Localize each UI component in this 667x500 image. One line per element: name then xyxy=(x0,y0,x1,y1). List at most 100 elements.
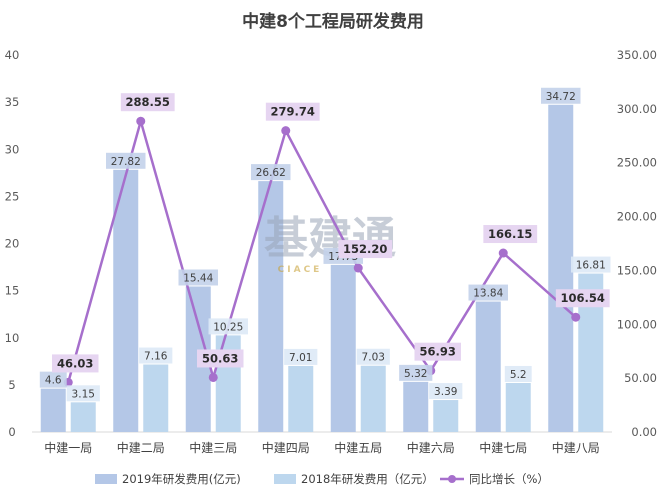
left-y-tick-label: 25 xyxy=(5,189,20,203)
bar xyxy=(113,169,139,432)
x-category-label: 中建二局 xyxy=(117,440,165,455)
growth-point xyxy=(208,372,218,382)
line-data-label: 46.03 xyxy=(57,356,93,370)
bar-data-label-box xyxy=(399,364,433,381)
right-y-tick-label: 350.00 xyxy=(617,48,657,62)
right-y-tick-label: 300.00 xyxy=(617,102,657,116)
bar xyxy=(475,301,501,432)
line-data-label: 106.54 xyxy=(561,291,605,305)
right-y-axis: 0.00 50.00 100.00 150.00 200.00 250.00 300.00 3… xyxy=(617,48,657,439)
line-data-label: 279.74 xyxy=(271,105,315,119)
legend-marker xyxy=(448,475,456,483)
bar-data-label: 3.39 xyxy=(434,386,457,398)
bar-data-labels: 4.63.1527.827.1615.4410.2526.627.0117.73… xyxy=(39,87,611,402)
bar xyxy=(360,365,386,432)
bar-data-label: 3.15 xyxy=(72,388,95,400)
left-y-tick-label: 5 xyxy=(8,378,15,392)
bar-data-label-box xyxy=(468,284,508,301)
bar-data-label: 7.03 xyxy=(362,352,385,364)
bar xyxy=(40,388,66,432)
left-y-tick-label: 10 xyxy=(5,331,20,345)
legend-swatch xyxy=(274,474,296,484)
growth-point xyxy=(136,116,146,126)
right-y-tick-label: 200.00 xyxy=(617,210,657,224)
bar xyxy=(330,264,356,432)
x-category-label: 中建四局 xyxy=(262,440,310,455)
bar-data-label-box xyxy=(541,87,581,104)
left-y-tick-label: 20 xyxy=(5,237,20,251)
x-category-label: 中建三局 xyxy=(189,440,237,455)
bar-data-label: 10.25 xyxy=(213,321,243,333)
bar xyxy=(433,400,459,432)
line-data-label-box xyxy=(414,342,461,361)
line-data-label-box xyxy=(338,240,393,259)
right-y-tick-label: 150.00 xyxy=(617,263,657,277)
bar-data-label: 16.81 xyxy=(576,260,606,272)
left-y-tick-label: 0 xyxy=(8,425,15,439)
bars xyxy=(40,104,604,432)
bar-data-label: 15.44 xyxy=(183,272,213,284)
bar-data-label: 27.82 xyxy=(111,156,141,168)
growth-point xyxy=(281,126,291,136)
bar-data-label-box xyxy=(178,269,218,286)
legend-swatch xyxy=(95,474,117,484)
bar-data-label-box xyxy=(39,371,67,388)
bar xyxy=(258,181,284,432)
line-data-label: 152.20 xyxy=(343,242,387,256)
legend: 2019年研发费用(亿元) 2018年研发费用（亿元） 同比增长（%） xyxy=(95,472,549,486)
legend-label: 2018年研发费用（亿元） xyxy=(301,472,434,486)
line-data-label-box xyxy=(197,349,244,368)
bar xyxy=(288,365,314,432)
bar-data-label-box xyxy=(571,256,611,273)
growth-point xyxy=(571,312,581,322)
line-data-label-box xyxy=(120,93,175,112)
x-category-label: 中建一局 xyxy=(44,440,92,455)
x-category-label: 中建七局 xyxy=(479,440,527,455)
growth-point xyxy=(498,248,508,258)
line-data-label-box xyxy=(265,102,320,121)
x-axis: 中建一局 中建二局 中建三局 中建四局 中建五局 中建六局 中建七局 中建八局 xyxy=(44,440,600,455)
line-data-label: 166.15 xyxy=(488,227,532,241)
bar-data-label: 4.6 xyxy=(45,375,62,387)
bar xyxy=(505,382,531,432)
right-y-tick-label: 0.00 xyxy=(631,425,657,439)
growth-line-series xyxy=(63,116,581,387)
bar-data-label: 34.72 xyxy=(546,91,576,103)
right-y-tick-label: 250.00 xyxy=(617,156,657,170)
bar xyxy=(548,104,574,432)
x-category-label: 中建六局 xyxy=(407,440,455,455)
right-y-tick-label: 100.00 xyxy=(617,317,657,331)
legend-label: 同比增长（%） xyxy=(469,472,549,486)
bar-data-label-box xyxy=(106,152,146,169)
x-category-label: 中建五局 xyxy=(334,440,382,455)
x-category-label: 中建八局 xyxy=(552,440,600,455)
bar-data-label-box xyxy=(251,164,291,181)
line-data-labels: 46.03 288.55 50.63 279.74 152.20 56.93 166.15 1… xyxy=(52,93,610,373)
line-data-label-box xyxy=(483,225,538,244)
line-data-label-box xyxy=(555,289,610,308)
growth-point xyxy=(353,263,363,273)
watermark-subtext: CIACE xyxy=(278,265,323,275)
left-y-tick-label: 30 xyxy=(5,142,20,156)
left-y-tick-label: 40 xyxy=(5,48,20,62)
bar-data-label-box xyxy=(66,385,100,402)
left-y-tick-label: 15 xyxy=(5,284,20,298)
left-y-tick-label: 35 xyxy=(5,95,20,109)
chart-title: 中建8个工程局研发费用 xyxy=(242,11,424,32)
bar-data-label-box xyxy=(208,318,248,335)
bar-data-label-box xyxy=(284,348,318,365)
bar-data-label: 7.16 xyxy=(144,351,168,363)
line-data-label: 288.55 xyxy=(126,95,170,109)
bar-data-label-box xyxy=(356,348,390,365)
bar-data-label: 5.32 xyxy=(404,368,427,380)
left-y-axis: 0 5 10 15 20 25 30 35 40 xyxy=(5,48,20,439)
legend-label: 2019年研发费用(亿元) xyxy=(122,472,241,486)
bar-data-label: 13.84 xyxy=(473,288,503,300)
bar xyxy=(143,364,169,432)
bar-data-label: 5.2 xyxy=(510,369,527,381)
bar-data-label: 26.62 xyxy=(256,167,286,179)
growth-line xyxy=(67,116,577,383)
line-data-label-box xyxy=(52,354,99,373)
bar xyxy=(70,402,96,432)
